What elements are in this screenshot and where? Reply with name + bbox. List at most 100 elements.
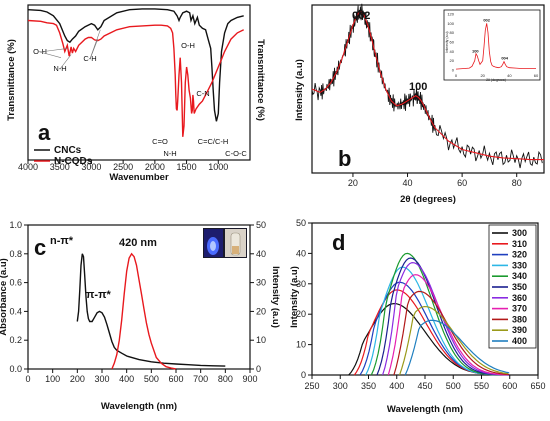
x-tick-label: 550 (474, 381, 489, 391)
series-line-emission (111, 252, 177, 370)
panel-a-ylabel-left: Transmittance (%) (6, 39, 17, 121)
y-tick-label-right: 30 (256, 278, 266, 288)
panel-d: 250 300 350 400 450 500 550 600 650 0 10 20 30 40 50 W… (289, 218, 546, 415)
annotation-pointer (39, 48, 68, 53)
panel-d-label: d (332, 230, 345, 255)
inset-ylabel: Intensity (a.u) (445, 31, 449, 52)
vial-photo (203, 228, 247, 258)
series-line-350 (376, 257, 509, 376)
peak-label-002: 002 (352, 10, 370, 22)
x-tick-label: 4000 (18, 162, 38, 172)
y-tick-label-left: 0.0 (9, 364, 22, 374)
series-line-300 (348, 302, 510, 376)
panel-c-ylabel-left: Absorbance (a.u) (0, 258, 9, 336)
x-tick-label: 350 (361, 381, 376, 391)
legend-label: 300 (512, 228, 527, 238)
annotation-label: C-O-C (225, 149, 247, 158)
legend-label: 400 (512, 336, 527, 346)
inset-y-tick: 0 (452, 68, 455, 73)
annotation-label: O-H (181, 41, 195, 50)
x-tick-label: 2000 (145, 162, 165, 172)
y-tick-label: 40 (296, 248, 306, 258)
panel-a-ylabel-right: Transmittance (%) (255, 39, 266, 121)
inset-peak-label: 100 (472, 48, 479, 53)
y-tick-label-right: 20 (256, 306, 266, 316)
legend-label: 390 (512, 325, 527, 335)
peak-label-420nm: 420 nm (119, 237, 157, 249)
panel-b-xlabel: 2θ (degrees) (400, 194, 456, 205)
peak-label-100: 100 (409, 81, 427, 93)
y-tick-label-left: 1.0 (9, 220, 22, 230)
panel-a-xlabel: Wavenumber (109, 172, 169, 183)
legend-label: 350 (512, 282, 527, 292)
inset-xlabel: 2θ (degrees) (486, 78, 506, 82)
legend-label: 360 (512, 293, 527, 303)
panel-b-inset: 0 20 40 60 0 20 40 60 80 100 120 2θ (degrees) Intens… (443, 9, 541, 82)
x-tick-label: 400 (119, 374, 134, 384)
inset-y-tick: 80 (450, 30, 455, 35)
panel-a-label: a (38, 120, 51, 145)
legend-label: 320 (512, 250, 527, 260)
panel-a: 4000 3500 3000 2500 2000 1500 1000 Wavenumber … (6, 4, 266, 183)
x-tick-label: 1500 (177, 162, 197, 172)
x-tick-label: 200 (70, 374, 85, 384)
y-tick-label: 50 (296, 218, 306, 228)
x-tick-label: 250 (304, 381, 319, 391)
legend-label: 330 (512, 260, 527, 270)
y-tick-label-right: 10 (256, 335, 266, 345)
legend-label-ncqds: N-CQDs (54, 156, 93, 167)
x-tick-label: 60 (457, 178, 467, 188)
panel-c-xlabel: Wavelength (nm) (101, 401, 177, 412)
legend-label: 380 (512, 314, 527, 324)
y-tick-label-left: 0.4 (9, 306, 22, 316)
annotation-label: C=O (152, 137, 168, 146)
series-line-n-cqds (27, 19, 245, 137)
inset-peak-label: 004 (501, 56, 508, 61)
y-tick-label-right: 0 (256, 364, 261, 374)
x-tick-label: 2500 (113, 162, 133, 172)
inset-y-tick: 100 (447, 21, 454, 26)
annotation-pointer (89, 29, 101, 60)
x-tick-label: 600 (168, 374, 183, 384)
x-tick-label: 3500 (50, 162, 70, 172)
legend-label: 310 (512, 239, 527, 249)
y-tick-label: 10 (296, 340, 306, 350)
annotation-label: N-H (53, 64, 66, 73)
inset-peak-label: 002 (483, 17, 490, 22)
panel-b-label: b (338, 146, 351, 171)
x-tick-label: 300 (94, 374, 109, 384)
series-line-cncs (27, 8, 244, 122)
x-tick-label: 400 (389, 381, 404, 391)
y-tick-label-left: 0.8 (9, 249, 22, 259)
annotation-label: C=C/C-H (198, 137, 229, 146)
inset-x-tick: 40 (507, 73, 512, 78)
annotation-pointer (59, 54, 72, 70)
inset-y-tick: 120 (447, 12, 454, 17)
series-line-absorbance (76, 253, 226, 367)
x-tick-label: 800 (218, 374, 233, 384)
y-tick-label-right: 50 (256, 220, 266, 230)
panel-d-xlabel: Wavelength (nm) (387, 404, 463, 415)
panel-b: 20 40 60 80 2θ (degrees) Intensity (a.u) b … (294, 3, 545, 205)
x-tick-label: 700 (193, 374, 208, 384)
legend-label: 340 (512, 271, 527, 281)
inset-x-tick: 60 (534, 73, 539, 78)
y-tick-label-right: 40 (256, 249, 266, 259)
inset-y-tick: 60 (450, 40, 455, 45)
panel-b-ylabel: Intensity (a.u) (294, 59, 305, 121)
x-tick-label: 600 (502, 381, 517, 391)
peak-label-pi-pi: π-π* (86, 289, 112, 301)
panel-d-ylabel: Intensity (a.u) (289, 266, 300, 328)
x-tick-label: 3000 (81, 162, 101, 172)
series-line-340 (370, 252, 510, 376)
y-tick-label-left: 0.2 (9, 335, 22, 345)
x-tick-label: 20 (348, 178, 358, 188)
panel-c: 0 100 200 300 400 500 600 700 800 9000.00.20.40.6… (0, 220, 281, 412)
annotation-label: N-H (163, 149, 176, 158)
inset-xrd-line (455, 23, 536, 70)
y-tick-label: 0 (301, 370, 306, 380)
x-tick-label: 650 (530, 381, 545, 391)
annotation-label: C-N (196, 89, 209, 98)
series-line-400 (404, 319, 510, 376)
